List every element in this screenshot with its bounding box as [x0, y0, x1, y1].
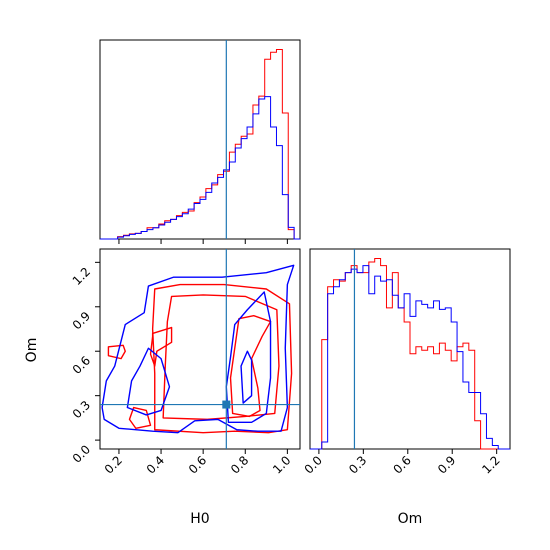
panel-h0-histogram [99, 39, 301, 244]
contour-series-2-loop-3 [225, 291, 272, 424]
x-axis-label-h0: H0 [190, 511, 209, 527]
contour-series-1-loop-3 [128, 406, 152, 429]
histogram-h0-series-1-step [100, 48, 300, 240]
histogram-h0-ticks [118, 239, 288, 244]
contour-series-2-loop-2 [126, 347, 171, 416]
joint-y-tick-label-3: 0.6 [70, 353, 93, 376]
joint-y-tick-label-5: 1.2 [70, 265, 93, 288]
contour-series-2-loop-4 [240, 350, 253, 404]
panel-om-histogram-frame [309, 248, 511, 450]
joint-y-tick-label-1: 0.0 [70, 442, 93, 465]
panel-joint-contours: 0.2 0.4 0.6 0.8 1.0 0.0 0.3 0.6 0.9 1.2 [70, 248, 301, 477]
joint-x-tick-label-3: 0.6 [186, 453, 209, 476]
y-axis-label-om: Om [24, 338, 40, 363]
truth-crosshair [100, 249, 300, 449]
contour-series-2-loop-1 [101, 264, 295, 434]
contour-lines [101, 264, 295, 434]
panel-om-histogram: 0.0 0.3 0.6 0.9 1.2 [302, 248, 511, 477]
histogram-om-x-tick-label-3: 0.6 [391, 453, 414, 476]
contour-series-1-loop-1 [151, 283, 293, 434]
x-axis-label-om: Om [398, 511, 423, 527]
histogram-om-x-tick-label-2: 0.3 [346, 453, 369, 476]
joint-x-tick-label-1: 0.2 [102, 453, 125, 476]
contour-series-1-loop-5 [149, 326, 173, 367]
truth-point-marker [222, 400, 231, 409]
histogram-h0-series-2-step [100, 96, 300, 240]
joint-y-tick-label-4: 0.9 [70, 309, 93, 332]
contour-series-1-loop-6 [229, 314, 272, 418]
histogram-om-series-1-step [310, 258, 510, 450]
contour-series-1-loop-2 [162, 294, 280, 421]
joint-y-tick-label-2: 0.3 [70, 398, 93, 421]
joint-x-tick-label-5: 1.0 [270, 453, 293, 476]
histogram-om-series [310, 249, 510, 450]
panel-h0-histogram-frame [99, 39, 301, 240]
joint-panel-ticks: 0.2 0.4 0.6 0.8 1.0 0.0 0.3 0.6 0.9 1.2 [70, 261, 293, 477]
panel-joint-contours-frame [99, 248, 301, 450]
histogram-om-ticks: 0.0 0.3 0.6 0.9 1.2 [302, 449, 503, 477]
joint-x-tick-label-4: 0.8 [228, 453, 251, 476]
histogram-om-x-tick-label-4: 0.9 [435, 453, 458, 476]
contour-series-1-loop-4 [107, 344, 126, 360]
histogram-om-x-tick-label-5: 1.2 [479, 453, 502, 476]
histogram-om-series-2-step [310, 265, 510, 450]
histogram-om-x-tick-label-1: 0.0 [302, 453, 325, 476]
joint-x-tick-label-2: 0.4 [144, 453, 167, 476]
histogram-h0-series [100, 40, 300, 240]
